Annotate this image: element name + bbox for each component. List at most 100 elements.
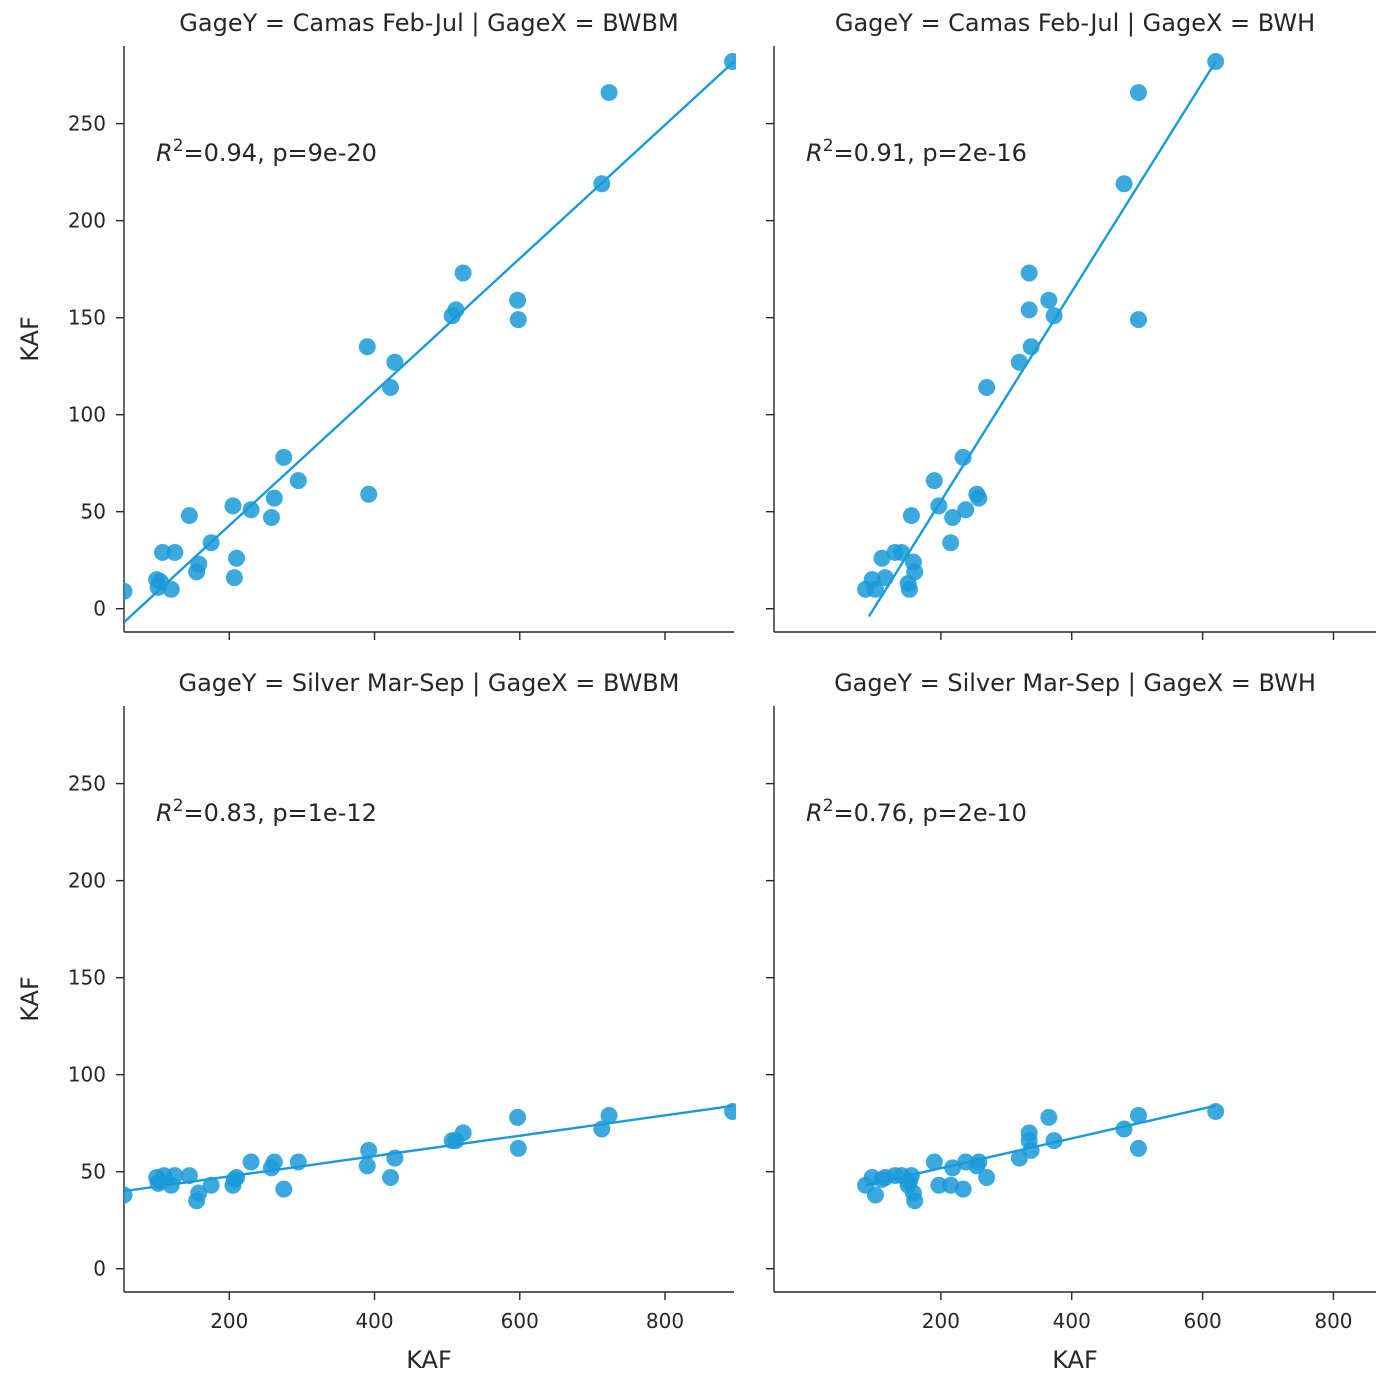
data-point xyxy=(509,311,527,329)
y-axis-label: KAF xyxy=(16,316,44,362)
r2-symbol: R xyxy=(156,799,173,827)
r2-symbol: R xyxy=(156,139,173,167)
panel-title: GageY = Silver Mar-Sep | GageX = BWH xyxy=(834,669,1316,697)
data-point xyxy=(1020,264,1038,282)
x-tick-label: 600 xyxy=(501,1309,539,1333)
data-point xyxy=(1010,353,1028,371)
data-point xyxy=(902,1167,920,1185)
data-point xyxy=(1022,338,1040,356)
data-point xyxy=(1207,53,1225,71)
data-point xyxy=(942,534,960,552)
data-point xyxy=(1129,1139,1147,1157)
data-point xyxy=(509,1139,527,1157)
data-point xyxy=(1045,307,1063,325)
x-tick-label: 800 xyxy=(646,1309,684,1333)
plot-area xyxy=(857,1103,1225,1210)
data-point xyxy=(873,549,891,567)
data-point xyxy=(593,1120,611,1138)
data-point xyxy=(925,472,943,490)
y-tick-label: 50 xyxy=(81,1160,106,1184)
data-point xyxy=(289,1153,307,1171)
data-point xyxy=(906,1192,924,1210)
data-point xyxy=(954,448,972,466)
r2-annotation: R2=0.91, p=2e-16 xyxy=(806,136,1027,167)
data-point xyxy=(360,485,378,503)
data-point xyxy=(944,509,962,527)
x-tick-label: 800 xyxy=(1314,1309,1352,1333)
regression-line xyxy=(124,1104,735,1193)
y-tick-label: 250 xyxy=(68,112,106,136)
x-axis-label: KAF xyxy=(1052,1346,1098,1374)
data-point xyxy=(600,84,618,102)
data-point xyxy=(978,1169,996,1187)
x-tick-label: 600 xyxy=(1184,1309,1222,1333)
y-tick-label: 200 xyxy=(68,209,106,233)
regression-line xyxy=(865,1104,1216,1187)
data-point xyxy=(970,1153,988,1171)
x-tick-label: 400 xyxy=(355,1309,393,1333)
data-point xyxy=(225,569,243,587)
data-point xyxy=(242,501,260,519)
data-point xyxy=(382,1169,400,1187)
y-tick-label: 150 xyxy=(68,306,106,330)
data-point xyxy=(202,1176,220,1194)
r2-symbol: R xyxy=(806,799,823,827)
data-point xyxy=(1022,1141,1040,1159)
data-point xyxy=(1207,1103,1225,1121)
data-point xyxy=(275,1180,293,1198)
y-tick-label: 0 xyxy=(93,597,106,621)
regression-line xyxy=(867,60,1217,618)
data-point xyxy=(228,1169,246,1187)
x-axis-label: KAF xyxy=(406,1346,452,1374)
r2-text: =0.94, p=9e-20 xyxy=(184,139,377,167)
data-point xyxy=(593,175,611,193)
data-point xyxy=(1129,1106,1147,1124)
data-point xyxy=(228,549,246,567)
data-point xyxy=(925,1153,943,1171)
data-point xyxy=(900,580,918,598)
data-point xyxy=(1040,291,1058,309)
data-point xyxy=(190,1184,208,1202)
y-axis-label: KAF xyxy=(16,976,44,1022)
data-point xyxy=(1115,1120,1133,1138)
data-point xyxy=(265,489,283,507)
plot-area xyxy=(124,53,736,624)
data-point xyxy=(180,1167,198,1185)
data-point xyxy=(166,1167,184,1185)
data-point xyxy=(954,1180,972,1198)
y-tick-label: 100 xyxy=(68,403,106,427)
data-point xyxy=(1129,311,1147,329)
data-point xyxy=(382,379,400,397)
x-tick-label: 200 xyxy=(922,1309,960,1333)
r2-exponent: 2 xyxy=(173,136,184,156)
y-tick-label: 50 xyxy=(81,500,106,524)
panel-1: GageY = Camas Feb-Jul | GageX = BWBM 0 50 1… xyxy=(16,9,736,640)
r2-exponent: 2 xyxy=(173,796,184,816)
data-point xyxy=(724,53,736,71)
r2-text: =0.91, p=2e-16 xyxy=(834,139,1027,167)
panel-4: GageY = Silver Mar-Sep | GageX = BWH 200 4… xyxy=(766,669,1376,1374)
data-point xyxy=(124,582,133,600)
data-point xyxy=(358,1157,376,1175)
data-point xyxy=(242,1153,260,1171)
data-point xyxy=(447,301,465,319)
regression-line xyxy=(124,60,735,624)
data-point xyxy=(957,501,975,519)
data-point xyxy=(275,448,293,466)
panel-title: GageY = Camas Feb-Jul | GageX = BWH xyxy=(835,9,1315,37)
y-tick-label: 150 xyxy=(68,966,106,990)
y-tick-label: 100 xyxy=(68,1063,106,1087)
y-tick-label: 250 xyxy=(68,772,106,796)
data-point xyxy=(866,580,884,598)
data-point xyxy=(265,1153,283,1171)
data-point xyxy=(224,497,242,515)
data-point xyxy=(902,507,920,525)
data-point xyxy=(930,1176,948,1194)
data-point xyxy=(600,1106,618,1124)
data-point xyxy=(202,534,220,552)
r2-annotation: R2=0.83, p=1e-12 xyxy=(156,796,377,827)
plot-area xyxy=(124,1103,736,1210)
r2-exponent: 2 xyxy=(823,136,834,156)
data-point xyxy=(454,264,472,282)
data-point xyxy=(1045,1132,1063,1150)
